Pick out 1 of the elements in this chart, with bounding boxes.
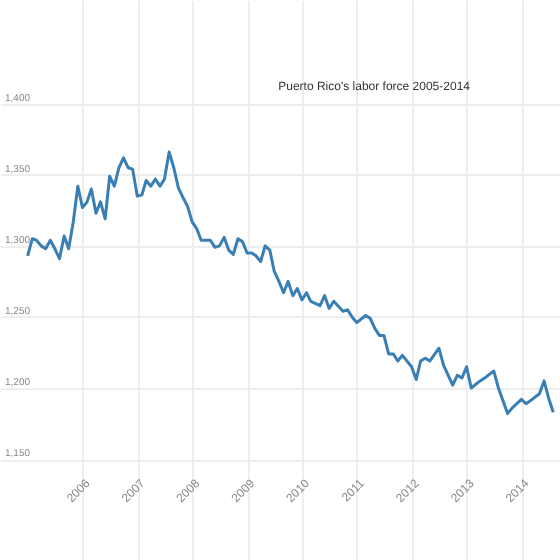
line-series xyxy=(26,150,555,416)
